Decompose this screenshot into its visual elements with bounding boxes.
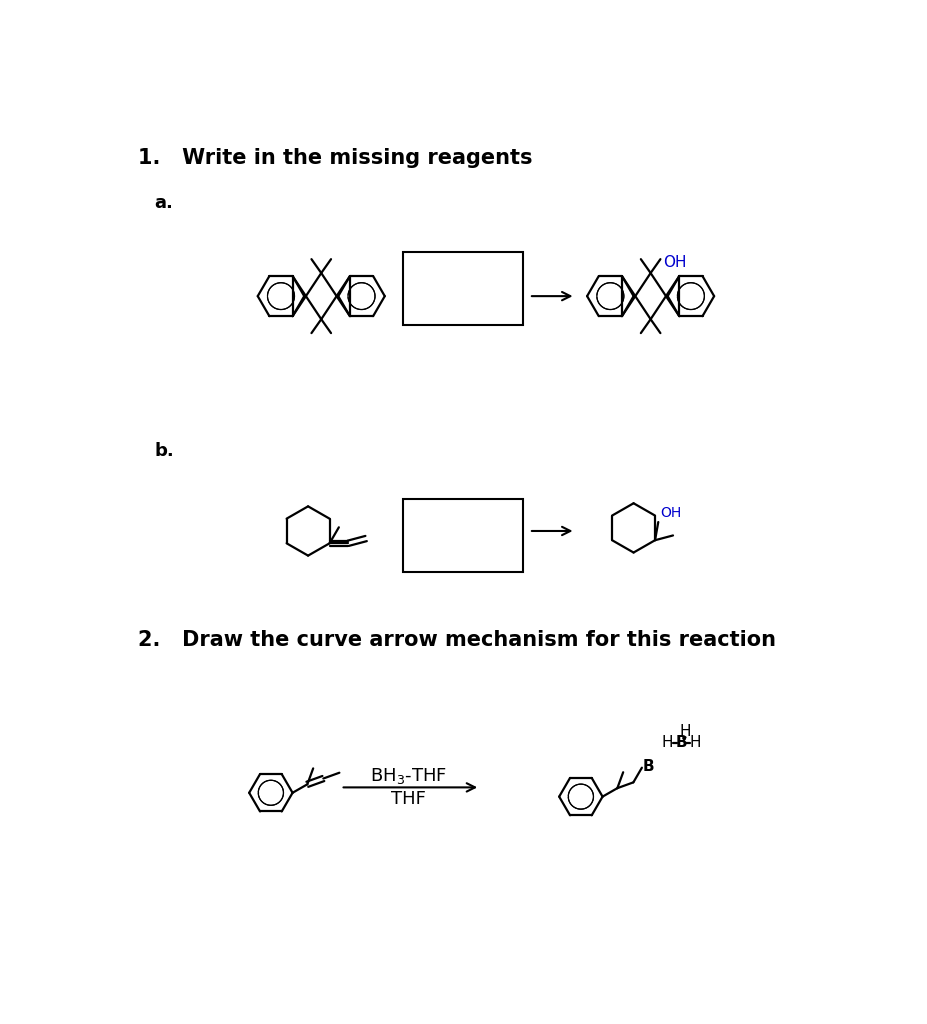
Text: a.: a.: [155, 194, 173, 212]
Bar: [402, 252, 523, 326]
Text: BH$_3$-THF: BH$_3$-THF: [371, 766, 447, 785]
Text: 1.   Write in the missing reagents: 1. Write in the missing reagents: [137, 147, 532, 168]
Text: 2.   Draw the curve arrow mechanism for this reaction: 2. Draw the curve arrow mechanism for th…: [137, 630, 776, 649]
Text: B: B: [676, 735, 688, 751]
Text: H: H: [690, 735, 702, 751]
Text: b.: b.: [155, 442, 174, 461]
Text: B: B: [642, 759, 654, 774]
Text: OH: OH: [663, 255, 686, 269]
Text: OH: OH: [660, 507, 681, 520]
Bar: [402, 499, 523, 571]
Text: H: H: [679, 724, 692, 739]
Text: H: H: [662, 735, 673, 751]
Text: THF: THF: [391, 790, 426, 808]
